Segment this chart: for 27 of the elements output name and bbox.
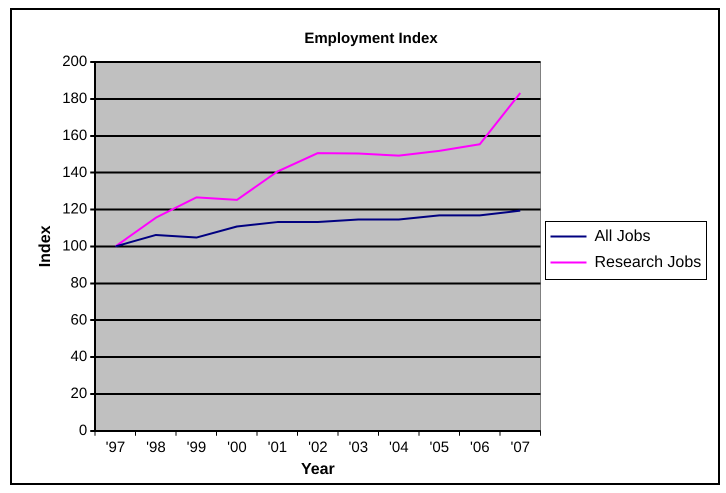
x-tick-label: '07 — [510, 438, 530, 456]
y-axis-title: Index — [37, 225, 54, 268]
y-tick-label: 140 — [62, 164, 88, 181]
chart-title: Employment Index — [304, 30, 438, 48]
legend-label: All Jobs — [594, 228, 651, 245]
y-tick-label: 100 — [62, 238, 88, 255]
x-tick-label: '03 — [348, 438, 368, 456]
y-tick-label: 40 — [70, 348, 88, 366]
x-tick-label: '97 — [106, 438, 126, 456]
y-tick-label: 120 — [62, 200, 88, 218]
x-tick-label: '00 — [227, 438, 247, 456]
y-tick-label: 180 — [62, 90, 88, 108]
x-tick-label: '01 — [268, 438, 288, 456]
y-tick-label: 20 — [70, 385, 88, 402]
y-tick-label: 80 — [70, 274, 88, 292]
x-tick-label: '06 — [470, 438, 490, 456]
x-tick-label: '04 — [389, 438, 409, 456]
y-tick-label: 60 — [70, 311, 88, 328]
y-tick-label: 0 — [78, 422, 88, 439]
y-tick-label: 160 — [62, 126, 88, 144]
x-tick-label: '98 — [146, 438, 166, 456]
x-tick-label: '05 — [430, 438, 450, 456]
x-tick-label: '02 — [308, 438, 328, 456]
x-axis-title: Year — [300, 460, 335, 478]
legend-label: Research Jobs — [594, 254, 702, 271]
y-tick-label: 200 — [62, 53, 88, 70]
x-tick-label: '99 — [186, 438, 206, 456]
